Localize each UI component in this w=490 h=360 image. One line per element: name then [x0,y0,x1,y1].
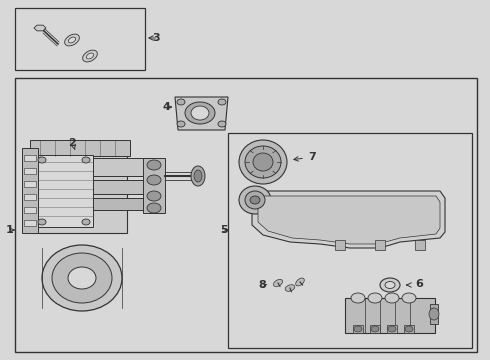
Ellipse shape [245,146,281,178]
Ellipse shape [239,186,271,214]
Text: 3: 3 [152,33,160,43]
Ellipse shape [402,293,416,303]
Ellipse shape [250,196,260,204]
Ellipse shape [239,140,287,184]
Ellipse shape [147,175,161,185]
Bar [24,194,36,200]
Ellipse shape [218,99,226,105]
Ellipse shape [177,99,185,105]
Ellipse shape [82,219,90,225]
Ellipse shape [245,191,265,209]
Bar [353,325,363,333]
Ellipse shape [147,191,161,201]
Bar [32,148,127,233]
Ellipse shape [351,293,365,303]
Bar [387,325,397,333]
Bar [375,240,385,250]
Bar [15,78,477,352]
Ellipse shape [429,308,439,320]
Ellipse shape [82,157,90,163]
Text: 6: 6 [415,279,423,289]
Bar [93,198,143,210]
Polygon shape [252,191,445,248]
Ellipse shape [38,219,46,225]
Ellipse shape [285,285,295,291]
Bar [430,304,438,324]
Text: 2: 2 [68,138,76,148]
Ellipse shape [194,170,202,182]
Text: 8: 8 [258,280,266,290]
Bar [24,207,36,213]
Bar [38,155,93,227]
Bar [24,155,36,161]
Ellipse shape [191,106,209,120]
Bar [93,180,148,194]
Bar [24,220,36,226]
Ellipse shape [185,102,215,124]
Ellipse shape [385,282,395,288]
Ellipse shape [380,278,400,292]
Ellipse shape [147,203,161,213]
Bar [335,240,345,250]
Polygon shape [175,97,228,130]
Ellipse shape [354,326,362,332]
Bar [24,181,36,187]
Ellipse shape [295,278,304,286]
Ellipse shape [68,37,75,43]
Bar [24,168,36,174]
Ellipse shape [83,50,98,62]
Ellipse shape [253,153,273,171]
Polygon shape [34,25,46,31]
Bar [93,158,153,176]
Bar [22,148,38,233]
Ellipse shape [191,166,205,186]
Polygon shape [258,196,440,244]
Bar [370,325,380,333]
Bar [345,298,435,333]
Ellipse shape [42,245,122,311]
Ellipse shape [147,160,161,170]
Bar [15,8,145,70]
Ellipse shape [368,293,382,303]
Ellipse shape [273,279,283,287]
Ellipse shape [38,157,46,163]
Ellipse shape [52,253,112,303]
Ellipse shape [86,53,94,59]
Text: 1: 1 [6,225,14,235]
Ellipse shape [177,121,185,127]
Text: 7: 7 [308,152,316,162]
Bar [415,240,425,250]
Ellipse shape [405,326,413,332]
Text: 4: 4 [162,102,170,112]
Ellipse shape [371,326,379,332]
Ellipse shape [388,326,396,332]
Ellipse shape [68,267,96,289]
Text: 5: 5 [220,225,228,235]
Bar [228,133,472,348]
Ellipse shape [65,34,79,46]
Ellipse shape [385,293,399,303]
Bar [30,140,130,156]
Ellipse shape [218,121,226,127]
Bar [143,158,165,213]
Bar [404,325,414,333]
